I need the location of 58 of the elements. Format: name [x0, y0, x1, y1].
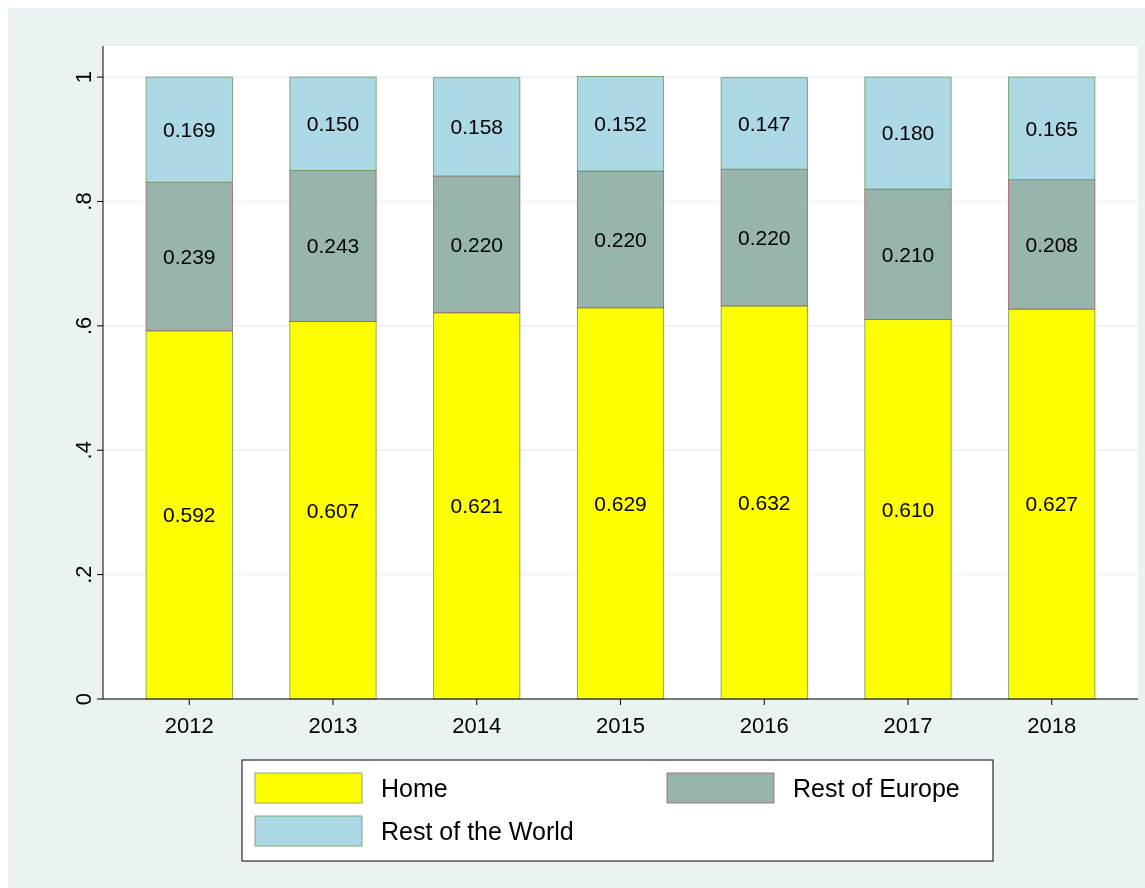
bar — [1008, 179, 1096, 310]
bar — [576, 307, 665, 700]
bar — [433, 312, 521, 700]
data-label: 0.208 — [1025, 232, 1079, 256]
data-label: 0.592 — [162, 503, 216, 527]
y-tick-label: .4 — [71, 441, 96, 460]
data-label: 0.627 — [1025, 492, 1079, 516]
bar — [864, 76, 952, 190]
data-label: 0.610 — [881, 497, 935, 521]
data-label: 0.152 — [594, 112, 647, 136]
bar — [289, 76, 377, 171]
data-label: 0.607 — [306, 498, 360, 522]
data-label: 0.210 — [881, 242, 935, 266]
data-label: 0.158 — [450, 115, 504, 139]
data-label: 0.239 — [162, 244, 216, 268]
bar — [864, 319, 952, 700]
x-tick-label: 2017 — [883, 713, 933, 738]
legend-label: Rest of the World — [381, 816, 574, 845]
bar — [1008, 76, 1096, 181]
bar — [433, 77, 521, 177]
y-tick-label: 0 — [71, 692, 96, 706]
data-label: 0.169 — [162, 118, 216, 141]
bar — [576, 76, 665, 172]
bar — [289, 169, 377, 322]
data-label: 0.632 — [737, 490, 791, 514]
y-tick-label: .6 — [71, 316, 96, 336]
bar — [864, 188, 952, 321]
bar — [433, 175, 521, 314]
legend-label: Rest of Europe — [793, 773, 960, 802]
bar — [289, 321, 377, 700]
bar — [145, 181, 233, 332]
data-label: 0.220 — [450, 232, 504, 256]
x-tick-label: 2018 — [1027, 713, 1077, 738]
y-tick-label: 1 — [71, 70, 96, 84]
x-tick-label: 2012 — [164, 713, 214, 738]
x-tick-label: 2016 — [739, 713, 789, 738]
data-label: 0.621 — [450, 494, 504, 518]
bar — [576, 170, 665, 309]
bar — [1008, 308, 1096, 700]
data-label: 0.243 — [306, 234, 360, 258]
y-tick-label: .2 — [71, 565, 96, 584]
bar — [720, 77, 808, 170]
x-tick-label: 2015 — [596, 713, 645, 738]
data-label: 0.147 — [737, 111, 791, 135]
bar — [720, 168, 808, 307]
y-tick-label: .8 — [71, 192, 96, 211]
x-tick-label: 2014 — [452, 713, 502, 738]
x-tick-label: 2013 — [308, 713, 358, 738]
data-label: 0.165 — [1025, 116, 1079, 140]
data-label: 0.629 — [594, 491, 647, 515]
data-label: 0.220 — [737, 225, 791, 249]
bar — [145, 330, 233, 700]
bar — [145, 76, 233, 183]
data-label: 0.150 — [306, 112, 360, 136]
data-label: 0.220 — [594, 227, 647, 251]
legend-label: Home — [381, 773, 448, 802]
data-label: 0.180 — [881, 121, 935, 145]
bar — [720, 305, 808, 700]
